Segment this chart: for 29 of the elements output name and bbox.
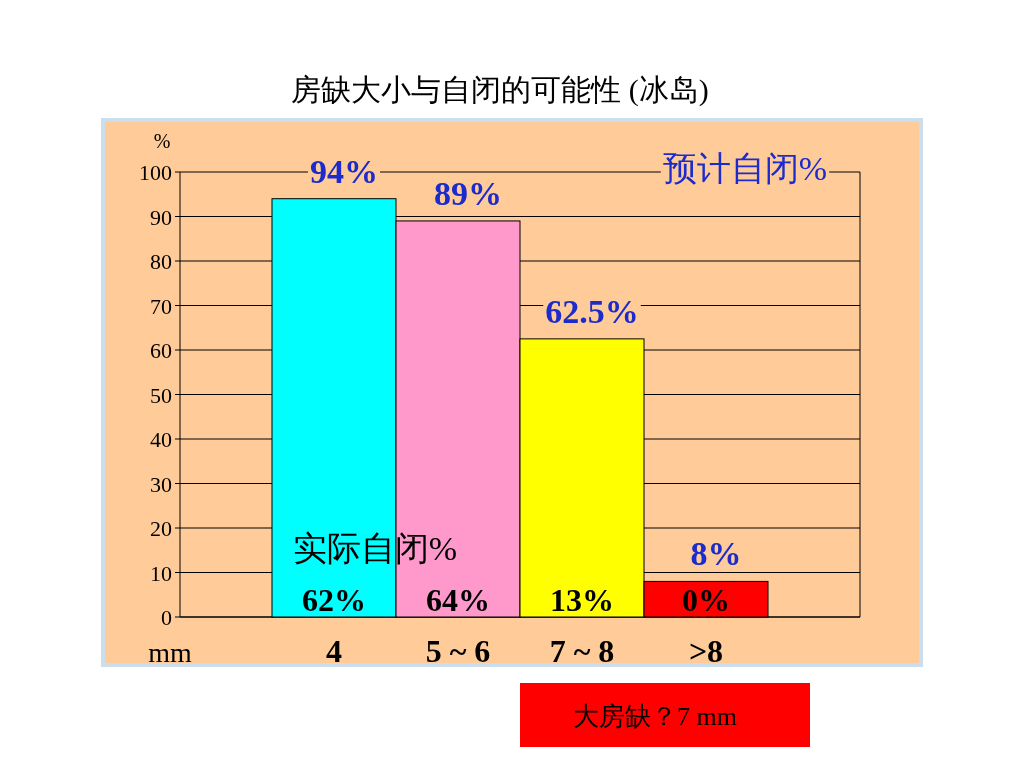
annotation: 实际自闭%: [292, 530, 458, 567]
x-axis-title: mm: [148, 637, 192, 668]
y-tick-label: 70: [150, 293, 172, 319]
y-tick-label: 20: [150, 516, 172, 541]
annotation: 预计自闭%: [662, 150, 828, 187]
y-tick-label: 40: [150, 427, 172, 452]
text: 大房缺？7 mm: [573, 702, 737, 731]
x-tick-label: >8: [688, 633, 724, 669]
x-tick-label: 7 ~ 8: [549, 633, 615, 669]
y-tick-label: 80: [150, 249, 172, 274]
data-label: 62.5%: [545, 292, 639, 330]
data-label: 94%: [310, 152, 378, 190]
data-label: 89%: [434, 174, 502, 212]
annotation: 64%: [426, 582, 490, 618]
y-tick-label: 60: [150, 338, 172, 363]
x-tick-label: 5 ~ 6: [425, 633, 491, 669]
annotation: 0%: [682, 582, 730, 618]
x-tick-label: 4: [326, 633, 342, 669]
y-tick-label: 100: [139, 160, 172, 185]
y-tick-label: 10: [150, 560, 172, 586]
y-tick-label: 50: [150, 382, 172, 408]
y-tick-label: 30: [150, 471, 172, 497]
annotation: 13%: [550, 582, 614, 618]
chart-title: 房缺大小与自闭的可能性 (冰岛): [291, 73, 709, 107]
data-label: 8%: [690, 535, 742, 573]
annotation: 62%: [302, 582, 366, 618]
y-axis-title: %: [153, 130, 171, 152]
y-tick-label: 90: [150, 204, 172, 230]
y-tick-label: 0: [161, 605, 172, 630]
